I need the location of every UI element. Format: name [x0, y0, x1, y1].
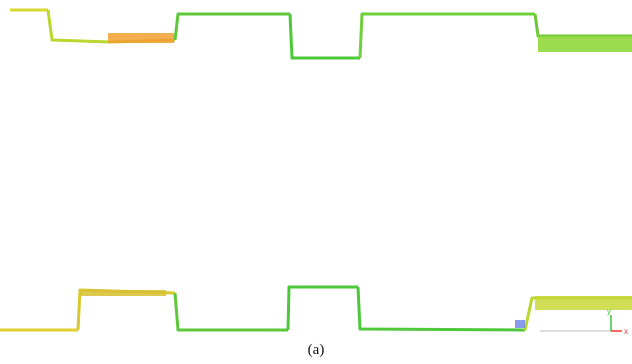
- bottom-yellow-band: [80, 290, 166, 296]
- figure-caption: (a): [307, 342, 325, 358]
- top-noise-bands: [108, 33, 632, 52]
- top-profile-seg-5: [288, 13, 360, 60]
- bottom-profile-seg-5: [356, 286, 526, 332]
- bottom-profile-seg-4: [286, 285, 358, 331]
- bottom-green-band: [535, 296, 632, 310]
- bottom-blue-spot: [515, 320, 525, 328]
- top-profile-seg-7: [533, 13, 632, 38]
- top-profile-seg-6: [358, 12, 535, 59]
- top-profile-seg-2: [46, 9, 111, 44]
- top-profile-seg-4: [173, 12, 290, 41]
- y-axis-label: y: [607, 307, 611, 316]
- bottom-profile-seg-3: [173, 292, 288, 332]
- top-green-band: [538, 36, 632, 52]
- axis-indicator: x y: [540, 307, 628, 336]
- top-orange-band: [108, 33, 174, 43]
- bottom-noise-bands: [80, 290, 632, 328]
- x-axis-label: x: [624, 327, 628, 336]
